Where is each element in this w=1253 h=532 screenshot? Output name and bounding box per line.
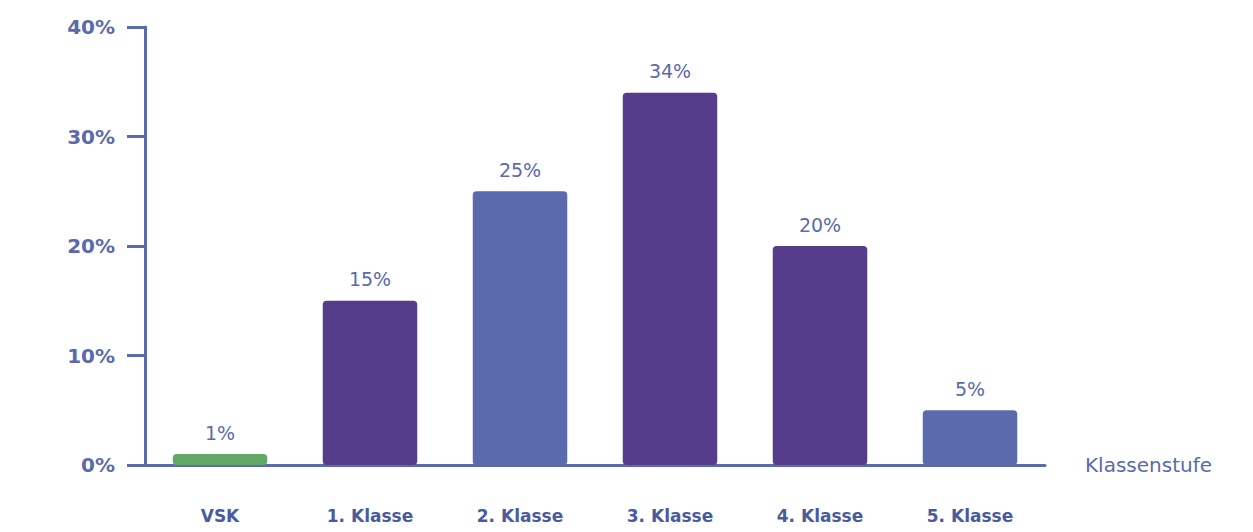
svg-text:10%: 10% — [67, 344, 115, 368]
svg-text:5. Klasse: 5. Klasse — [927, 506, 1013, 526]
svg-text:40%: 40% — [67, 15, 115, 39]
svg-text:20%: 20% — [67, 234, 115, 258]
svg-text:1%: 1% — [205, 422, 235, 444]
svg-text:4. Klasse: 4. Klasse — [777, 506, 863, 526]
svg-text:3. Klasse: 3. Klasse — [627, 506, 713, 526]
svg-text:20%: 20% — [799, 214, 841, 236]
svg-text:30%: 30% — [67, 125, 115, 149]
svg-text:2. Klasse: 2. Klasse — [477, 506, 563, 526]
svg-text:5%: 5% — [955, 378, 985, 400]
svg-text:15%: 15% — [349, 268, 391, 290]
svg-text:34%: 34% — [649, 60, 691, 82]
svg-text:0%: 0% — [81, 453, 115, 477]
svg-text:1. Klasse: 1. Klasse — [327, 506, 413, 526]
svg-text:VSK: VSK — [201, 506, 240, 526]
svg-text:Klassenstufe: Klassenstufe — [1085, 453, 1212, 477]
svg-text:25%: 25% — [499, 159, 541, 181]
